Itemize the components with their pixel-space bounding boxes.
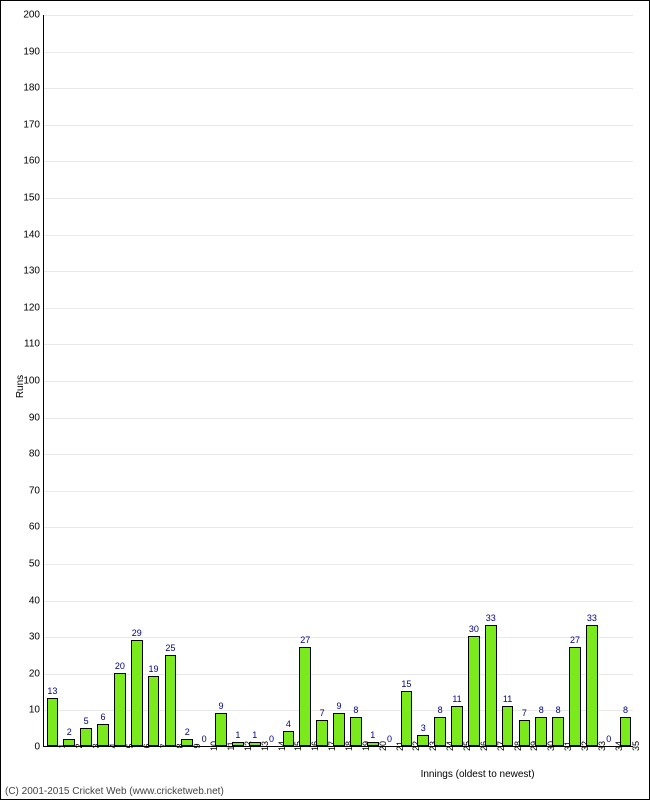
bar-value-label: 8 [623, 705, 628, 715]
bar-value-label: 4 [286, 719, 291, 729]
bar-value-label: 33 [486, 613, 496, 623]
copyright-text: (C) 2001-2015 Cricket Web (www.cricketwe… [5, 786, 224, 797]
y-tick-label: 160 [23, 156, 44, 167]
bar-value-label: 8 [438, 705, 443, 715]
y-tick-label: 50 [29, 559, 44, 570]
gridline [44, 88, 633, 89]
bar-value-label: 20 [115, 661, 125, 671]
y-tick-label: 110 [24, 339, 44, 350]
y-tick-label: 40 [29, 595, 44, 606]
x-tick-label: 33 [595, 741, 607, 751]
bar [569, 647, 581, 746]
bar [401, 691, 413, 746]
bar [165, 655, 177, 747]
y-tick-label: 170 [23, 119, 44, 130]
gridline [44, 564, 633, 565]
bar [502, 706, 514, 746]
x-tick-label: 20 [376, 741, 388, 751]
bar-value-label: 29 [132, 628, 142, 638]
x-tick-label: 13 [258, 741, 270, 751]
y-tick-label: 60 [29, 522, 44, 533]
bar-value-label: 9 [336, 701, 341, 711]
gridline [44, 491, 633, 492]
bar-value-label: 11 [452, 694, 461, 704]
bar-value-label: 0 [269, 734, 274, 744]
gridline [44, 344, 633, 345]
y-tick-label: 120 [23, 302, 44, 313]
y-tick-label: 10 [29, 705, 44, 716]
bar [299, 647, 311, 746]
gridline [44, 15, 633, 16]
bar-value-label: 30 [469, 624, 479, 634]
bar-value-label: 1 [235, 730, 240, 740]
x-axis-label: Innings (oldest to newest) [421, 769, 535, 780]
x-tick-label: 9 [190, 743, 202, 748]
y-tick-label: 0 [34, 742, 44, 753]
bar-value-label: 27 [570, 635, 580, 645]
bar-value-label: 33 [587, 613, 597, 623]
y-tick-label: 30 [29, 632, 44, 643]
bar-value-label: 15 [401, 679, 411, 689]
bar-value-label: 1 [252, 730, 257, 740]
bar-value-label: 2 [67, 727, 72, 737]
gridline [44, 418, 633, 419]
y-tick-label: 80 [29, 449, 44, 460]
bar-value-label: 8 [556, 705, 561, 715]
bar-value-label: 13 [47, 686, 57, 696]
bar [485, 625, 497, 746]
bar-value-label: 7 [522, 708, 527, 718]
bar-value-label: 3 [421, 723, 426, 733]
bar-value-label: 2 [185, 727, 190, 737]
y-tick-label: 200 [23, 10, 44, 21]
x-tick-label: 35 [629, 741, 641, 751]
bar-value-label: 25 [165, 643, 175, 653]
bar-value-label: 27 [300, 635, 310, 645]
gridline [44, 454, 633, 455]
bar [131, 640, 143, 746]
gridline [44, 271, 633, 272]
gridline [44, 161, 633, 162]
chart-container: 0102030405060708090100110120130140150160… [0, 0, 650, 800]
bar [114, 673, 126, 746]
y-axis-label: Runs [15, 375, 26, 398]
y-tick-label: 190 [23, 46, 44, 57]
bar-value-label: 0 [606, 734, 611, 744]
y-tick-label: 20 [29, 668, 44, 679]
y-tick-label: 180 [23, 83, 44, 94]
bar-value-label: 5 [84, 716, 89, 726]
bar [148, 676, 160, 746]
y-tick-label: 70 [29, 485, 44, 496]
y-tick-label: 150 [23, 193, 44, 204]
bar [451, 706, 463, 746]
bar-value-label: 6 [100, 712, 105, 722]
gridline [44, 381, 633, 382]
bar-value-label: 0 [202, 734, 207, 744]
y-tick-label: 100 [23, 376, 44, 387]
y-tick-label: 90 [29, 412, 44, 423]
plot-area: 0102030405060708090100110120130140150160… [43, 15, 633, 747]
bar-value-label: 11 [503, 694, 512, 704]
gridline [44, 235, 633, 236]
y-tick-label: 130 [23, 266, 44, 277]
bar-value-label: 19 [149, 664, 159, 674]
gridline [44, 52, 633, 53]
bar-value-label: 0 [387, 734, 392, 744]
bar [468, 636, 480, 746]
bar [47, 698, 59, 746]
bar-value-label: 7 [320, 708, 325, 718]
gridline [44, 601, 633, 602]
bar-value-label: 8 [353, 705, 358, 715]
gridline [44, 527, 633, 528]
bar-value-label: 8 [539, 705, 544, 715]
y-tick-label: 140 [23, 229, 44, 240]
bar [586, 625, 598, 746]
gridline [44, 198, 633, 199]
bar-value-label: 1 [370, 730, 375, 740]
gridline [44, 125, 633, 126]
bar-value-label: 9 [218, 701, 223, 711]
gridline [44, 308, 633, 309]
